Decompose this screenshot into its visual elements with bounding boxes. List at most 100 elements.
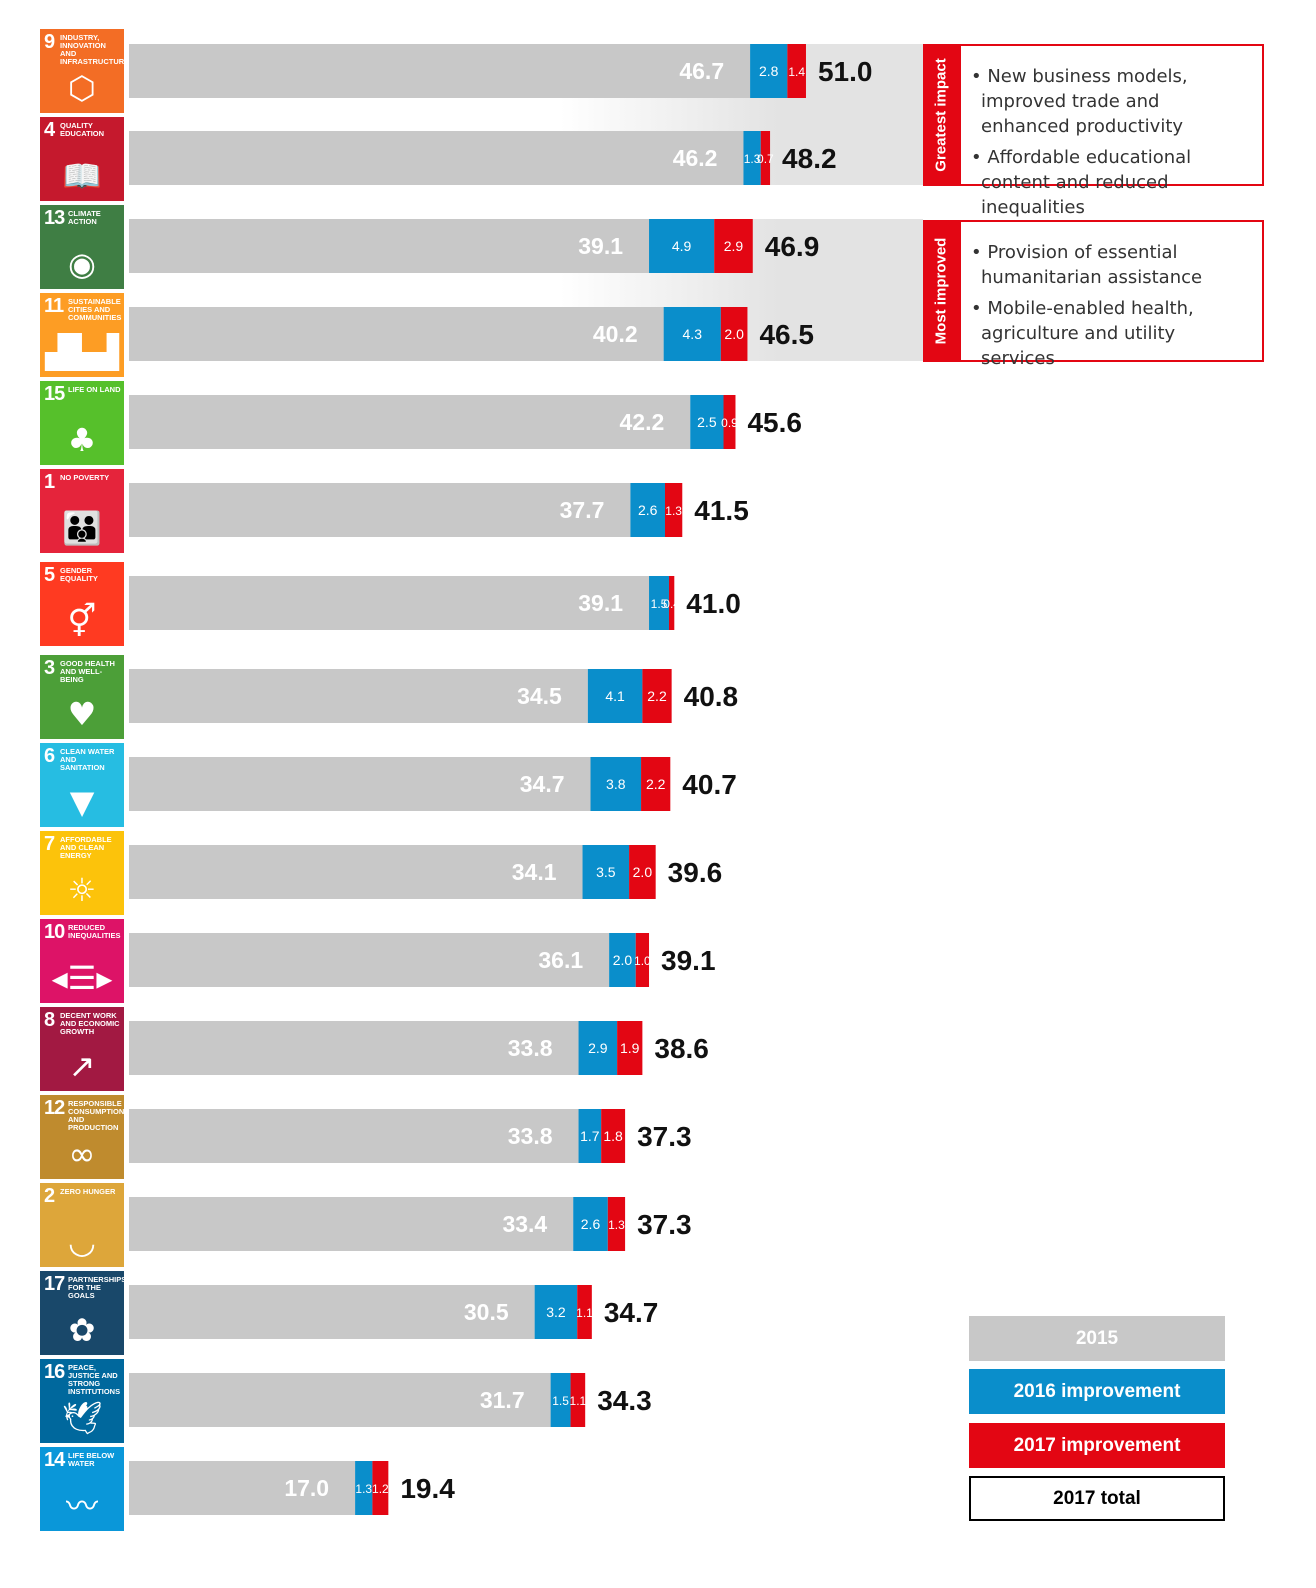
bar-2016-improvement [750,44,788,98]
sdg-title: Good health and well-being [60,659,115,684]
bar-label-2016: 2.5 [697,414,717,430]
bar-2015 [129,1109,579,1163]
sdg-tile-17: 17 Partnerships for the goals ✿ [40,1271,124,1355]
bar-2016-improvement [578,1109,602,1163]
bar-2015 [129,576,650,630]
sdg-number: 17 [44,1273,65,1295]
bar-2015 [129,845,583,899]
bar-2015 [129,395,691,449]
sdg-number: 13 [44,207,65,229]
gender-icon: ⚥ [67,602,97,640]
bar-2015 [129,483,631,537]
total-label-2017: 34.3 [597,1385,652,1416]
sdg-tile-1: 1 No poverty 👪 [40,469,124,553]
city-icon: ▟▙▟ [45,333,119,371]
family-icon: 👪 [62,509,102,547]
bar-label-2017: 1.8 [603,1128,623,1144]
callout-bullet: • Mobile-enabled health, agriculture and… [971,298,1194,369]
bar-series [129,44,806,1515]
bar-label-2015: 33.8 [508,1035,553,1061]
sdg-number: 2 [44,1185,55,1207]
sdg-title: Sustainable cities and communities [68,297,122,322]
sdg-number: 5 [44,564,55,586]
bar-2015 [129,669,588,723]
fish-icon: 〰 [65,1487,98,1525]
bar-label-2016: 4.9 [672,238,692,254]
bar-label-2015: 17.0 [284,1475,329,1501]
water-drop-icon: ▼ [69,783,95,821]
sdg-title: Climate action [68,209,101,226]
bar-label-2017: 1.9 [620,1040,640,1056]
bar-label-2016: 3.5 [596,864,616,880]
bar-2017-improvement [714,219,753,273]
equality-icon: ◂☰▸ [51,959,113,997]
bar-label-2016: 2.8 [759,63,779,79]
bar-label-2015: 46.7 [679,58,724,84]
flower-icon: ✿ [68,1311,96,1349]
sdg-title: Life on land [68,385,121,394]
sdg-tile-5: 5 Gender equality ⚥ [40,562,124,646]
bar-label-2017: 1.1 [570,1394,587,1408]
bar-label-2015: 39.1 [578,233,623,259]
bar-label-2017: 2.2 [647,688,667,704]
sdg-title: Reduced inequalities [68,923,121,940]
bar-label-2017: 0.7 [757,152,774,166]
bar-label-2017: 1.1 [576,1306,593,1320]
bar-label-2017: 2.9 [724,238,744,254]
bar-2017-improvement [601,1109,626,1163]
sdg-number: 12 [44,1097,65,1119]
bar-2016-improvement [690,395,724,449]
bar-2016-improvement [609,933,636,987]
bar-2016-improvement [649,576,669,630]
sdg-number: 15 [44,383,65,405]
sdg-number: 10 [44,921,65,943]
bar-label-2017: 0.4 [663,597,680,611]
sdg-tile-6: 6 Clean water and sanitation ▼ [40,743,124,827]
bar-label-2017: 1.2 [372,1482,389,1496]
callout-bullet: • Affordable educational content and red… [971,147,1192,218]
bar-label-2016: 4.3 [683,326,703,342]
bar-label-2016: 2.6 [581,1216,601,1232]
sun-power-icon: ☼ [67,871,97,909]
sdg-tile-4: 4 Quality education 📖 [40,117,124,201]
total-label-2017: 19.4 [400,1473,455,1504]
bar-label-2017: 1.0 [634,954,651,968]
bar-2016-improvement [649,219,715,273]
growth-chart-icon: ↗ [68,1047,96,1085]
total-label-2017: 39.1 [661,945,716,976]
total-label-2017: 34.7 [604,1297,659,1328]
bar-2017-improvement [642,669,672,723]
bar-2015 [129,933,610,987]
bar-2017-improvement [760,131,771,185]
bar-label-2016: 1.3 [355,1482,372,1496]
bar-2017-improvement [617,1021,643,1075]
bar-label-2015: 34.1 [512,859,557,885]
sdg-tile-15: 15 Life on land ♣ [40,381,124,465]
bar-2017-improvement [607,1197,626,1251]
bowl-icon: ◡ [68,1223,96,1261]
bar-2015 [129,1285,535,1339]
total-label-2017: 51.0 [818,56,873,87]
bar-2016-improvement [573,1197,608,1251]
callout-tag-most-improved: Most improved [923,220,959,362]
dove-icon: 🕊 [61,1399,103,1437]
sdg-title: Gender equality [60,566,98,583]
bar-2015 [129,44,751,98]
sdg-title: Partnerships for the goals [68,1275,124,1300]
sdg-number: 6 [44,745,55,767]
bar-label-2015: 33.8 [508,1123,553,1149]
legend-item-2016-improvement: 2016 improvement [969,1369,1225,1414]
legend-item-2017-total: 2017 total [969,1476,1225,1521]
total-label-2017: 38.6 [654,1033,709,1064]
sdg-tile-11: 11 Sustainable cities and communities ▟▙▟ [40,293,124,377]
bar-2016-improvement [587,669,643,723]
bar-label-2017: 2.2 [646,776,666,792]
total-label-2017: 46.9 [765,231,820,262]
bar-2016-improvement [630,483,665,537]
sdg-title: Decent work and economic growth [60,1011,120,1036]
sdg-number: 11 [44,295,64,317]
bar-label-2015: 46.2 [673,145,718,171]
sdg-title: Life below water [68,1451,115,1468]
bar-2015 [129,1021,579,1075]
